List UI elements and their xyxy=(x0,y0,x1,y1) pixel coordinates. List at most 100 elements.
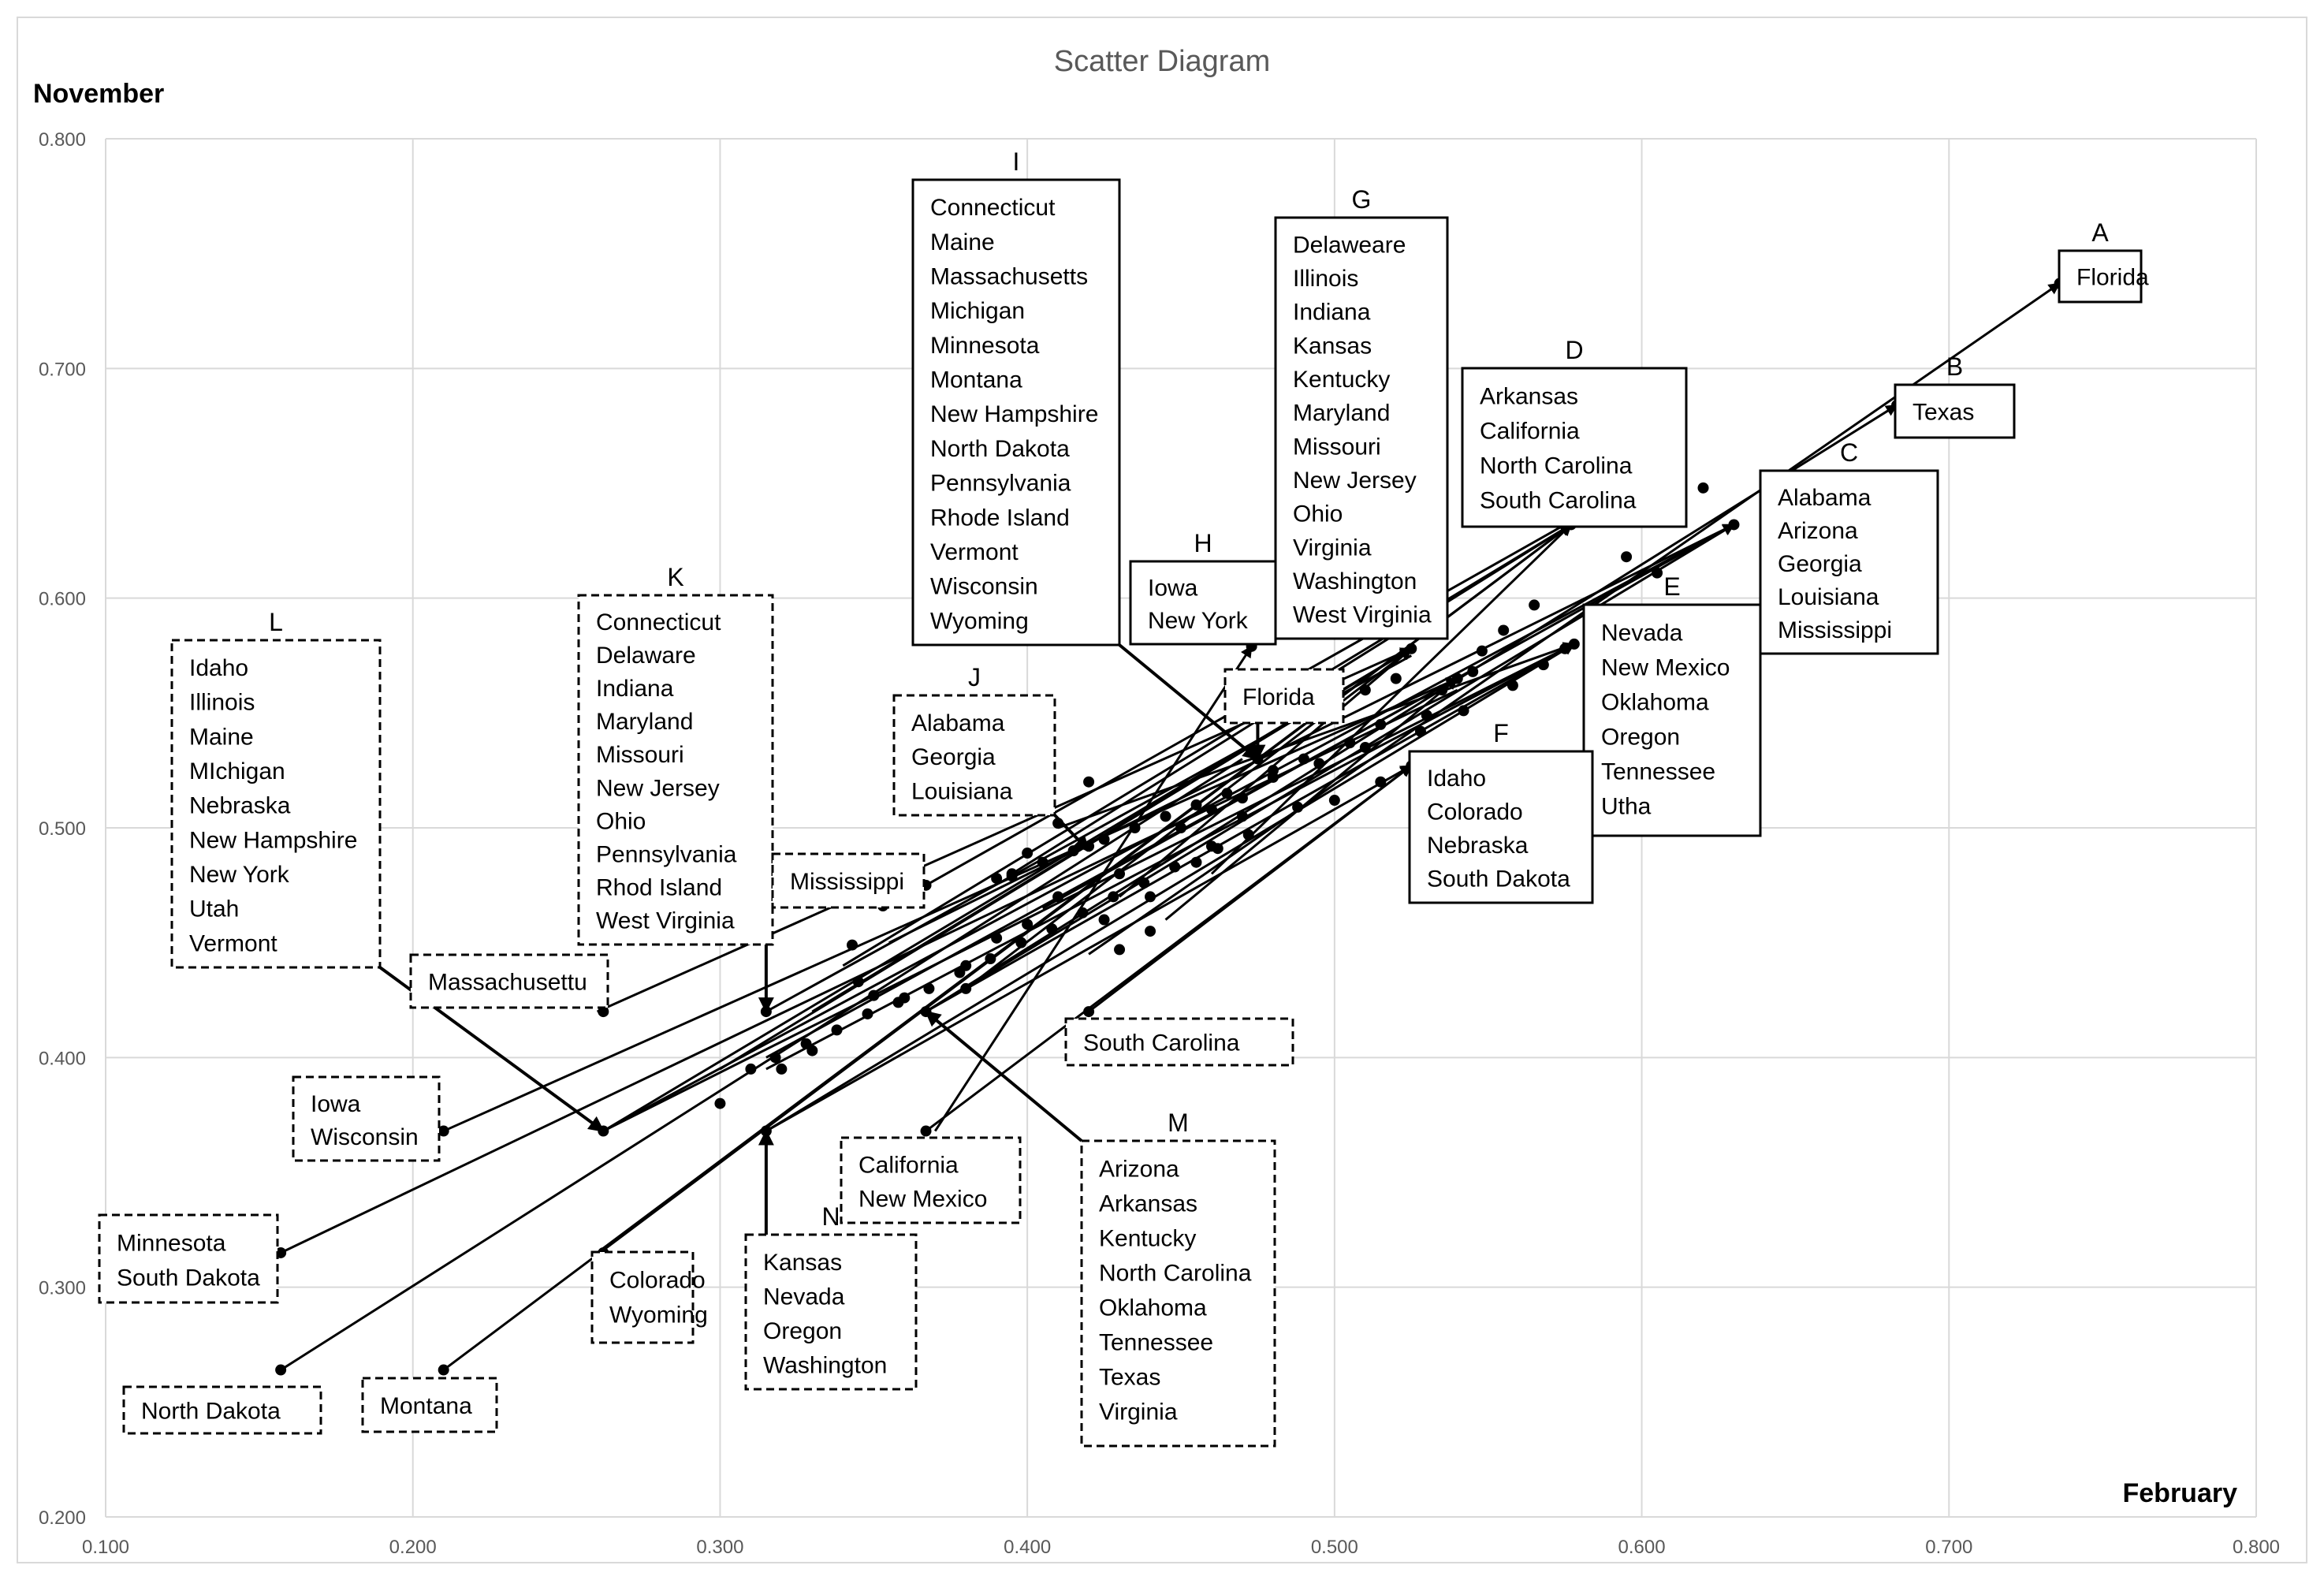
box-line: Maine xyxy=(930,229,995,255)
box-line: New Mexico xyxy=(858,1187,987,1213)
box-line: Washington xyxy=(1293,568,1417,594)
data-point xyxy=(1406,643,1417,654)
box-line: Missouri xyxy=(1293,434,1381,460)
label-box-iowa-wisconsin: Iowa Wisconsin xyxy=(292,1075,441,1162)
data-point xyxy=(923,982,935,994)
trajectory-segment xyxy=(280,758,1243,1371)
label-box-c: C Alabama Arizona Georgia Louisiana Mississip… xyxy=(1759,438,1939,655)
trajectory-segment xyxy=(933,645,1253,1132)
x-tick-label: 0.700 xyxy=(1925,1537,1972,1558)
data-point xyxy=(1375,718,1387,730)
data-point xyxy=(1652,567,1663,579)
y-tick-label: 0.300 xyxy=(39,1278,86,1299)
data-point xyxy=(1138,877,1150,889)
data-point xyxy=(1205,803,1217,815)
box-line: New Mexico xyxy=(1601,654,1730,680)
box-line: Indiana xyxy=(1293,300,1371,326)
data-point xyxy=(1559,643,1571,654)
data-point xyxy=(1046,923,1058,935)
label-box-montana: Montana xyxy=(361,1377,498,1433)
label-box-e: E Nevada New Mexico Oklahoma Oregon Tennessee… xyxy=(1582,572,1762,837)
box-letter: F xyxy=(1493,719,1509,747)
label-box-j: J Alabama Georgia Louisiana xyxy=(892,663,1056,817)
data-point xyxy=(769,1052,781,1064)
box-line: Nevada xyxy=(1601,620,1683,646)
label-box-south-carolina: South Carolina xyxy=(1064,1017,1294,1067)
box-line: Ohio xyxy=(596,808,646,834)
box-line: Colorado xyxy=(1427,799,1523,825)
data-point xyxy=(960,982,972,994)
label-box-mississippi: Mississippi xyxy=(771,852,926,909)
data-point xyxy=(985,953,996,965)
data-point xyxy=(1507,680,1518,691)
box-line: Delaware xyxy=(596,643,696,669)
callout-arrow xyxy=(924,1010,1083,1142)
box-line: Virginia xyxy=(1293,535,1372,561)
data-point xyxy=(776,1063,788,1075)
box-line: New York xyxy=(189,862,290,888)
box-line: West Virginia xyxy=(1293,602,1432,628)
trajectory-segment xyxy=(765,677,1459,1059)
box-line: MIchigan xyxy=(189,758,285,784)
data-point xyxy=(1077,907,1089,919)
box-line: Georgia xyxy=(911,744,996,770)
label-box-florida-start: Florida xyxy=(1223,668,1345,725)
data-point xyxy=(991,932,1003,944)
box-line: Arkansas xyxy=(1099,1191,1197,1217)
data-point xyxy=(1236,810,1248,822)
data-point xyxy=(1160,810,1171,822)
box-line: Nebraska xyxy=(1427,833,1529,859)
box-letter: M xyxy=(1168,1109,1189,1137)
data-point xyxy=(1205,840,1217,852)
box-line: West Virginia xyxy=(596,908,735,934)
box-line: Arizona xyxy=(1778,518,1858,544)
box-line: Alabama xyxy=(911,710,1005,736)
callout-arrow xyxy=(1053,814,1090,852)
box-letter: C xyxy=(1840,438,1858,467)
box-line: South Dakota xyxy=(1427,866,1570,892)
box-line: California xyxy=(1480,418,1580,444)
data-point xyxy=(1728,519,1740,531)
data-point xyxy=(1697,482,1709,494)
trajectory-segment xyxy=(1164,677,1458,921)
data-point xyxy=(1498,624,1510,636)
data-point xyxy=(1451,673,1463,684)
trajectory-segment xyxy=(925,404,1898,1013)
data-point xyxy=(1114,868,1126,880)
data-point xyxy=(1145,891,1156,903)
box-line: Kentucky xyxy=(1099,1225,1196,1251)
data-point xyxy=(714,1097,726,1109)
data-point xyxy=(1114,944,1126,956)
data-point xyxy=(1098,833,1110,845)
x-tick-label: 0.400 xyxy=(1004,1537,1051,1558)
data-point xyxy=(852,976,864,988)
chart-title: Scatter Diagram xyxy=(1054,45,1271,78)
box-line: Missouri xyxy=(596,742,684,768)
box-line: Connecticut xyxy=(596,609,721,635)
trajectory-segment xyxy=(1057,642,1576,829)
data-point xyxy=(1190,856,1202,868)
box-line: Montana xyxy=(380,1393,472,1419)
data-point xyxy=(1169,861,1181,873)
box-line: Maine xyxy=(189,724,254,750)
label-box-h: H Iowa New York xyxy=(1129,529,1277,646)
label-box-k: K Connecticut Delaware Indiana Maryland Misso… xyxy=(577,563,774,946)
box-letter: E xyxy=(1663,572,1680,601)
box-line: Michigan xyxy=(930,298,1025,324)
box-line: Pennsylvania xyxy=(596,842,737,868)
y-tick-label: 0.800 xyxy=(39,129,86,151)
data-point xyxy=(1621,551,1633,563)
box-line: Idaho xyxy=(1427,766,1486,792)
box-line: Mississippi xyxy=(790,869,904,895)
box-letter: D xyxy=(1565,336,1583,364)
y-tick-label: 0.500 xyxy=(39,818,86,840)
box-line: Virginia xyxy=(1099,1399,1178,1425)
callout-arrow xyxy=(1118,643,1259,761)
data-point xyxy=(1467,665,1479,677)
label-box-i: I Connecticut Maine Massachusetts Michigan Mi… xyxy=(911,147,1121,647)
data-point xyxy=(1052,891,1064,903)
box-line: Oregon xyxy=(1601,724,1680,750)
box-line: Florida xyxy=(1242,684,1315,710)
box-line: Massachusetts xyxy=(930,263,1088,289)
